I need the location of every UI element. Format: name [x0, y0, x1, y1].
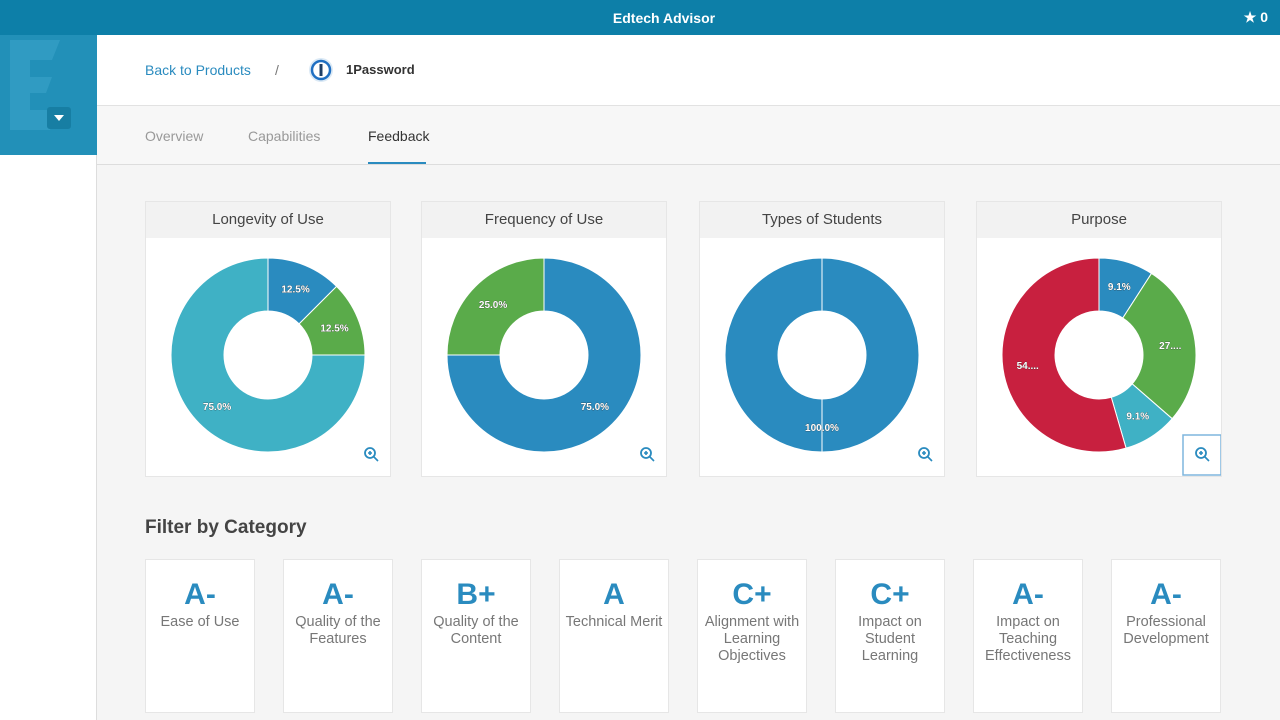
zoom-icon: [368, 451, 379, 462]
product-name: 1Password: [346, 62, 415, 77]
slice-label: 54....: [1017, 361, 1039, 372]
chart: 75.0% 25.0%: [446, 257, 655, 462]
category-label: Quality of the Features: [295, 614, 381, 647]
slice-label: 12.5%: [320, 323, 348, 334]
tab[interactable]: Overview: [145, 128, 204, 144]
category-label: Alignment with Learning Objectives: [704, 614, 800, 664]
grade-card[interactable]: C+ Alignment with Learning Objectives: [697, 559, 807, 713]
chart-card: Purpose 9.1% 27.... 9.1% 54....: [976, 201, 1222, 477]
zoom-button[interactable]: [918, 447, 933, 462]
zoom-icon: [1199, 451, 1210, 462]
chart-title: Types of Students: [700, 202, 944, 238]
grade: B+: [456, 578, 496, 611]
grade: C+: [870, 578, 910, 611]
grade-card[interactable]: A Technical Merit: [559, 559, 669, 713]
tab[interactable]: Feedback: [368, 128, 430, 144]
zoom-button[interactable]: [364, 447, 379, 462]
slice-label: 75.0%: [203, 402, 231, 413]
slice-label: 75.0%: [581, 402, 609, 413]
pie-slice: [724, 257, 920, 453]
category-label: Impact on Teaching Effectiveness: [985, 614, 1071, 664]
pie-slice: [446, 257, 545, 356]
chart-title: Longevity of Use: [146, 202, 390, 238]
category-label: Ease of Use: [160, 614, 240, 630]
breadcrumb-bar: Back to Products / 1Password: [97, 35, 1280, 106]
grade: A-: [1012, 578, 1044, 611]
chart: 100.0%: [724, 257, 933, 462]
category-label: Impact on Student Learning: [858, 614, 922, 664]
slice-label: 100.0%: [805, 423, 839, 434]
slice-label: 9.1%: [1108, 282, 1131, 293]
product-icon: [309, 58, 333, 82]
pie-slice: [446, 257, 642, 453]
star-count: 0: [1260, 9, 1268, 25]
grade-card[interactable]: A- Ease of Use: [145, 559, 255, 713]
chart: 12.5% 12.5% 75.0%: [170, 257, 379, 462]
grade: A-: [1150, 578, 1182, 611]
zoom-icon: [1195, 447, 1207, 459]
zoom-icon: [922, 451, 933, 462]
grade-card[interactable]: A- Professional Development: [1111, 559, 1221, 713]
chart-title: Purpose: [977, 202, 1221, 238]
grade-card[interactable]: A- Quality of the Features: [283, 559, 393, 713]
grade: A-: [322, 578, 354, 611]
zoom-focus: [1182, 434, 1222, 476]
slice-label: 25.0%: [479, 300, 507, 311]
filter-heading: Filter by Category: [145, 517, 307, 538]
chart-card: Longevity of Use 12.5% 12.5% 75.0%: [145, 201, 391, 477]
grade-card[interactable]: A- Impact on Teaching Effectiveness: [973, 559, 1083, 713]
pie-slice: [1001, 257, 1127, 453]
logo-art: [10, 40, 71, 130]
zoom-icon: [644, 451, 655, 462]
chart-title: Frequency of Use: [422, 202, 666, 238]
category-label: Quality of the Content: [433, 614, 519, 647]
grade: A: [603, 578, 625, 611]
chart: 9.1% 27.... 9.1% 54....: [1001, 257, 1222, 476]
category-label: Technical Merit: [565, 614, 663, 630]
chart-card: Types of Students 100.0%: [699, 201, 945, 477]
grade: A-: [184, 578, 216, 611]
grade: C+: [732, 578, 772, 611]
slice-label: 9.1%: [1126, 412, 1149, 423]
top-bar: Edtech Advisor ★ 0: [0, 0, 1280, 35]
tab-underline: [368, 162, 426, 164]
zoom-button[interactable]: [640, 447, 655, 462]
zoom-icon: [364, 447, 376, 459]
zoom-icon: [640, 447, 652, 459]
slice-label: 12.5%: [281, 284, 309, 295]
grade-card[interactable]: B+ Quality of the Content: [421, 559, 531, 713]
slice-label: 27....: [1159, 341, 1181, 352]
zoom-button[interactable]: [1182, 434, 1222, 476]
sidebar-logo: [0, 35, 97, 155]
back-link[interactable]: Back to Products: [145, 62, 251, 78]
pie-slice: [1122, 272, 1197, 420]
category-label: Professional Development: [1123, 614, 1209, 647]
favorites[interactable]: ★ 0: [1243, 9, 1268, 25]
chart-card: Frequency of Use 75.0% 25.0%: [421, 201, 667, 477]
zoom-icon: [918, 447, 930, 459]
tab[interactable]: Capabilities: [248, 128, 321, 144]
app-title: Edtech Advisor: [612, 10, 716, 26]
grade-card[interactable]: C+ Impact on Student Learning: [835, 559, 945, 713]
separator: /: [275, 62, 279, 78]
tab-bar: Overview Capabilities Feedback: [97, 106, 1280, 165]
pie-slice: [170, 257, 366, 453]
